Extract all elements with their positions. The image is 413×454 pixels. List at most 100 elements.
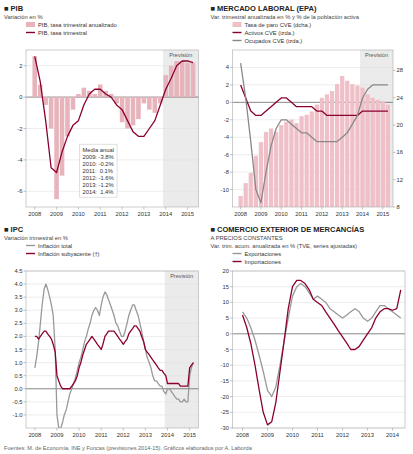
y-tick-label: -1.0 xyxy=(13,412,23,418)
chart-title: ■ COMERCIO EXTERIOR DE MERCANCÍAS xyxy=(211,225,365,234)
y2-tick xyxy=(393,97,396,98)
x-tick xyxy=(145,428,146,431)
y-tick xyxy=(230,396,233,397)
bar xyxy=(376,100,380,207)
y-tick xyxy=(24,323,27,324)
x-tick-label: 2008 xyxy=(28,211,41,217)
y-tick-label: 20 xyxy=(223,268,229,274)
bar xyxy=(82,88,87,97)
y-tick xyxy=(24,401,27,402)
x-tick xyxy=(240,207,241,210)
chart-subtitle: Var. trim. acum. anualizada en % (TVE, s… xyxy=(211,243,358,249)
x-tick-label: 2011 xyxy=(94,211,106,217)
plot-marks xyxy=(243,280,401,424)
bar-series xyxy=(238,76,390,207)
x-tick-label: 2011 xyxy=(95,432,107,438)
legend-label: Tasa de paro CVE (dcha.) xyxy=(245,22,312,28)
x-tick xyxy=(189,428,190,431)
y2-tick-label: 16 xyxy=(397,149,403,155)
y-tick-label: -25 xyxy=(221,409,229,415)
y-tick xyxy=(24,65,27,66)
y-tick-label: -2 xyxy=(224,117,229,123)
x-tick xyxy=(392,428,393,431)
x-tick-label: 2011 xyxy=(311,432,323,438)
x-tick-label: 2015 xyxy=(376,211,389,217)
bar xyxy=(92,94,97,97)
y-tick-label: -0.5 xyxy=(13,399,23,405)
legend-label: PIB, tasa trimestral anualizado xyxy=(38,22,117,28)
x-tick-label: 2009 xyxy=(261,432,274,438)
y2-tick-label: 12 xyxy=(397,177,403,183)
y-tick-label: 15 xyxy=(223,284,229,290)
y-tick-label: -6 xyxy=(17,188,22,194)
bar xyxy=(131,97,136,125)
y-tick-label: -4 xyxy=(17,157,23,163)
chart-subtitle: Var. trimestral anualizada en % y % de l… xyxy=(211,14,360,20)
y-tick xyxy=(230,302,233,303)
bar xyxy=(289,120,293,207)
y-tick-label: 0 xyxy=(19,94,22,100)
bar xyxy=(136,97,141,119)
y-tick-label: -5 xyxy=(224,347,229,353)
y-tick-label: 0.0 xyxy=(14,386,22,392)
x-tick xyxy=(301,207,302,210)
preview-label: Previsión xyxy=(170,273,193,279)
x-tick-label: 2013 xyxy=(139,432,152,438)
bar xyxy=(305,115,309,207)
bar xyxy=(43,97,48,105)
legend-swatch xyxy=(233,32,242,33)
x-tick xyxy=(281,207,282,210)
figure: ■ PIBVariación en %PIB, tasa trimestral … xyxy=(0,0,413,454)
x-tick xyxy=(242,428,243,431)
chart-title: ■ MERCADO LABORAL (EPA) xyxy=(211,4,317,13)
bar xyxy=(381,101,385,207)
x-tick-label: 2011 xyxy=(295,211,307,217)
x-tick xyxy=(143,207,144,210)
x-tick-label: 2014 xyxy=(159,211,173,217)
line xyxy=(241,85,388,116)
y-tick xyxy=(24,414,27,415)
y-tick xyxy=(230,412,233,413)
y-tick-label: -10 xyxy=(221,362,229,368)
y-tick xyxy=(230,349,233,350)
bar xyxy=(76,94,81,97)
y-tick-label: 2 xyxy=(226,82,229,88)
y-tick xyxy=(24,310,27,311)
x-tick-label: 2008 xyxy=(236,432,249,438)
grid-line xyxy=(26,362,199,363)
y-tick xyxy=(230,119,233,120)
line xyxy=(243,284,401,397)
x-tick-label: 2012 xyxy=(116,211,129,217)
y-tick xyxy=(230,318,233,319)
y-tick-label: 4.5 xyxy=(14,268,22,274)
bar xyxy=(310,111,314,207)
x-tick xyxy=(56,428,57,431)
grid-line xyxy=(233,396,406,397)
y-tick-label: 0.5 xyxy=(14,373,22,379)
bar xyxy=(315,105,319,207)
y-tick-label: 1.5 xyxy=(14,347,22,353)
legend-label: Inflación total xyxy=(38,243,72,249)
bar xyxy=(54,97,59,199)
grid-line xyxy=(26,414,199,415)
footer: Fuentes: M. de Economía, INE y Funcas (p… xyxy=(4,445,253,451)
annotation-text: 2010: -0.2% xyxy=(82,161,113,167)
y-tick xyxy=(230,137,233,138)
x-tick-label: 2010 xyxy=(286,432,299,438)
legend-swatch xyxy=(233,22,242,27)
legend-label: Activos CVE (izda.) xyxy=(245,30,295,36)
preview-label: Previsión xyxy=(365,52,388,58)
y-tick xyxy=(230,84,233,85)
y-tick-label: 2.0 xyxy=(14,333,22,339)
y2-tick xyxy=(393,152,396,153)
legend: Inflación totalInflación subyacente (†) xyxy=(26,243,100,257)
legend-swatch xyxy=(26,22,35,27)
x-tick xyxy=(101,428,102,431)
y-tick xyxy=(230,428,233,429)
line xyxy=(241,63,388,203)
grid-line xyxy=(233,286,406,287)
grid-line xyxy=(233,67,394,68)
legend-label: Exportaciones xyxy=(245,251,282,257)
grid-line xyxy=(233,349,406,350)
y-tick-label: 5 xyxy=(226,315,229,321)
